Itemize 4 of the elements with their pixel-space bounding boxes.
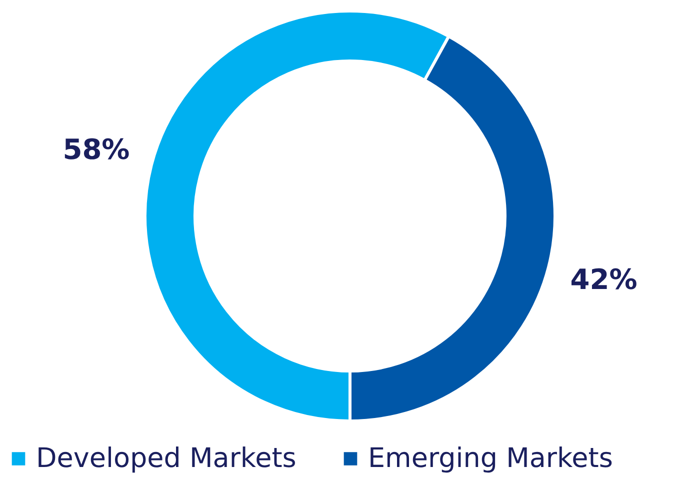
- data-label: 42%: [570, 263, 638, 296]
- legend-label: Developed Markets: [36, 442, 296, 474]
- legend-label: Emerging Markets: [368, 442, 613, 474]
- data-label: 58%: [62, 132, 130, 166]
